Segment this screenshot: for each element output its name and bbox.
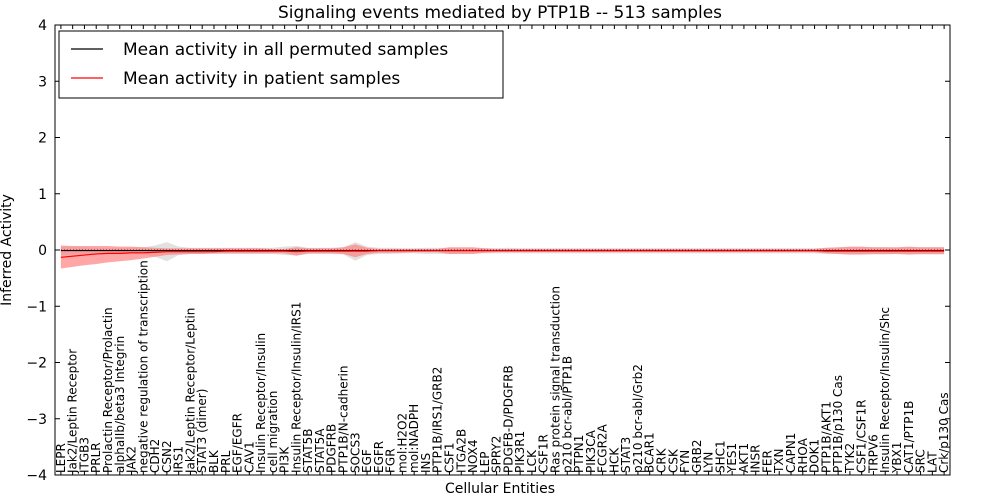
x-category-label: TYK2 <box>843 443 857 474</box>
x-category-label: PTP1B/AKT1 <box>819 401 833 473</box>
x-category-label: Ras protein signal transduction <box>548 286 562 473</box>
x-category-label: IRS1 <box>172 446 186 473</box>
x-category-label: NOX4 <box>466 439 480 473</box>
x-category-label: RHOA <box>796 437 810 473</box>
x-category-label: STAT3 (dimer) <box>195 389 209 473</box>
y-axis-ticks: 4 3 2 1 0 −1 −2 −3 −4 <box>26 18 950 484</box>
series-lines <box>55 249 950 258</box>
x-category-label: CSF1R <box>537 434 551 473</box>
x-category-label: LEP <box>478 451 492 473</box>
x-category-label: SPRY2 <box>490 436 504 473</box>
x-category-label: ITGA2B <box>454 429 468 473</box>
x-category-label: Insulin Receptor/Insulin/IRS1 <box>289 302 303 473</box>
x-category-label: ITGB3 <box>77 437 91 473</box>
y-tick-label: 4 <box>38 18 47 34</box>
x-category-label: Jak2/Leptin Receptor/Leptin <box>183 308 197 474</box>
x-category-label: CDH2 <box>148 439 162 473</box>
x-category-label: DOK1 <box>808 439 822 473</box>
y-tick-label: 1 <box>38 187 47 203</box>
y-tick-label: −2 <box>26 356 47 372</box>
legend: Mean activity in all permuted samples Me… <box>58 30 504 99</box>
x-category-label: CAV1 <box>242 441 256 473</box>
x-category-label: PRL <box>219 450 233 473</box>
x-category-label: cell migration <box>266 391 280 473</box>
x-category-label: FYN <box>678 450 692 473</box>
legend-label-permuted: Mean activity in all permuted samples <box>123 40 448 60</box>
x-category-label: LAT <box>925 451 939 473</box>
x-axis-label: Cellular Entities <box>445 481 555 497</box>
x-category-label: EGFR <box>372 441 386 473</box>
legend-label-patient: Mean activity in patient samples <box>123 69 400 89</box>
x-category-label: alphaIIb/beta3 Integrin <box>113 336 127 473</box>
x-category-label: mol:H2O2 <box>395 413 409 473</box>
x-category-label: AKT1 <box>737 443 751 473</box>
x-category-label: PTP1B/p130 Cas <box>831 375 845 473</box>
x-category-label: SRC <box>914 449 928 473</box>
x-category-label: Insulin Receptor/Insulin <box>254 333 268 473</box>
x-category-label: mol:NADPH <box>407 404 421 473</box>
x-category-label: PDGFRB <box>325 424 339 473</box>
y-tick-label: −4 <box>26 468 47 484</box>
x-category-label: TXN <box>772 448 786 474</box>
y-tick-label: 0 <box>38 243 47 259</box>
x-category-label: CSF1 <box>443 442 457 473</box>
y-tick-label: −1 <box>26 299 47 315</box>
x-category-label: CSN2 <box>160 440 174 473</box>
x-category-label: EGF <box>360 449 374 473</box>
x-category-label: JAK2 <box>125 446 139 474</box>
x-category-label: YES1 <box>725 443 739 474</box>
x-category-label: BLK <box>207 449 221 473</box>
x-category-label: PTP1B/N-cadherin <box>337 366 351 473</box>
x-category-label: FCGR2A <box>596 423 610 473</box>
x-category-label: INSR <box>749 445 763 473</box>
x-category-label: Insulin Receptor/Insulin/Shc <box>878 307 892 473</box>
x-category-label: STAT3 <box>619 437 633 473</box>
x-category-label: LEPR <box>54 443 68 473</box>
x-category-label: FER <box>760 450 774 473</box>
x-category-label: PI3K <box>278 446 292 473</box>
x-category-label: HCK <box>607 447 621 473</box>
x-category-label: CSF1/CSF1R <box>855 400 869 473</box>
x-category-label: PTPN1 <box>572 435 586 473</box>
x-category-label: PDGFB-D/PDGFRB <box>501 365 515 473</box>
line-series-1 <box>60 249 945 258</box>
x-category-label: INS <box>419 453 433 473</box>
x-category-label: PTP1B/IRS1/GRB2 <box>431 367 445 473</box>
x-category-label: p210 bcr-abl/PTP1B <box>560 356 574 473</box>
x-category-label: SOCS3 <box>348 432 362 473</box>
x-category-label: PIK3R1 <box>513 431 527 473</box>
y-axis-label: Inferred Activity <box>0 194 15 306</box>
x-category-label: TRPV6 <box>866 434 880 474</box>
x-category-label: negative regulation of transcription <box>136 260 150 473</box>
y-tick-label: −3 <box>26 412 47 428</box>
x-category-label: Jak2/Leptin Receptor <box>66 349 80 474</box>
x-category-label: CRK <box>654 447 668 473</box>
x-category-label: SHC1 <box>713 440 727 473</box>
x-category-label: EGF/EGFR <box>231 413 245 473</box>
x-category-label: LCK <box>525 449 539 473</box>
x-category-label: CAPN1 <box>784 433 798 473</box>
x-category-label: STAT5B <box>301 429 315 474</box>
legend-box <box>58 30 504 99</box>
x-category-label: PIK3CA <box>584 429 598 473</box>
x-category-label: BCAR1 <box>643 432 657 473</box>
x-category-label: p210 bcr-abl/Grb2 <box>631 364 645 473</box>
chart-title: Signaling events mediated by PTP1B -- 51… <box>278 3 722 23</box>
x-category-label: CAT1/PTP1B <box>902 401 916 473</box>
y-tick-label: 3 <box>38 74 47 90</box>
x-category-label: STAT5A <box>313 428 327 473</box>
x-category-label: PRLR <box>89 442 103 473</box>
x-category-label: Prolactin Receptor/Prolactin <box>101 307 115 473</box>
x-category-label: Crk/p130 Cas <box>937 392 951 473</box>
x-category-label: LYN <box>702 452 716 473</box>
y-tick-label: 2 <box>38 131 47 147</box>
x-category-label: YBX1 <box>890 442 904 474</box>
x-category-label: FGR <box>384 448 398 473</box>
x-category-label: CSK <box>666 448 680 473</box>
x-category-label: GRB2 <box>690 439 704 473</box>
